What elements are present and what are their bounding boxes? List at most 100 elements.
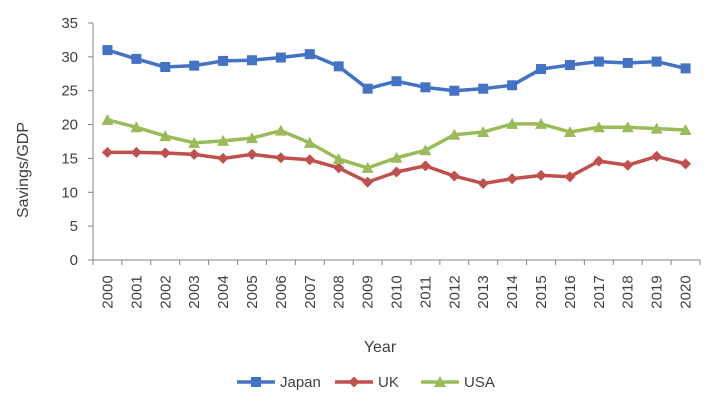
data-point-uk	[333, 162, 345, 174]
data-point-uk	[535, 169, 547, 181]
x-tick-label: 2004	[215, 275, 232, 308]
data-point-uk	[622, 159, 634, 171]
data-point-usa	[592, 121, 605, 133]
data-point-usa	[390, 151, 403, 163]
x-tick-label: 2015	[533, 275, 550, 308]
data-point-uk	[217, 152, 229, 164]
y-tick-label: 10	[61, 184, 78, 201]
data-point-uk	[159, 147, 171, 159]
data-point-japan	[507, 80, 518, 91]
y-tick-label: 0	[70, 252, 78, 269]
data-point-japan	[131, 53, 142, 64]
data-point-japan	[189, 60, 200, 71]
series-layer	[101, 45, 692, 189]
data-point-uk	[477, 177, 489, 189]
axes: 0 5 10 15 20 25 30 35 2000 2001 2002 2003 2004 2005 20…	[61, 15, 701, 309]
data-point-usa	[159, 130, 172, 142]
data-point-usa	[217, 134, 230, 146]
series-uk	[101, 146, 692, 189]
data-point-usa	[477, 126, 490, 138]
data-point-uk	[506, 173, 518, 185]
legend-item-japan: Japan	[237, 374, 321, 391]
data-point-uk	[680, 158, 692, 170]
data-point-japan	[478, 83, 489, 94]
data-point-japan	[593, 56, 604, 67]
x-tick-label: 2000	[99, 275, 116, 308]
y-tick-label: 25	[61, 83, 78, 100]
data-point-usa	[650, 122, 663, 134]
x-tick-label: 2012	[446, 275, 463, 308]
data-point-japan	[651, 56, 662, 67]
x-tick-label: 2016	[562, 275, 579, 308]
x-tick-label: 2013	[475, 275, 492, 308]
data-point-usa	[506, 117, 519, 129]
data-point-usa	[303, 136, 316, 148]
data-point-uk	[101, 146, 113, 158]
data-point-japan	[680, 63, 691, 74]
legend-swatch-marker	[251, 377, 261, 387]
data-point-japan	[275, 52, 286, 63]
data-point-usa	[448, 128, 461, 140]
data-point-usa	[535, 117, 548, 129]
x-tick-label: 2006	[273, 275, 290, 308]
data-point-usa	[361, 161, 374, 173]
data-point-japan	[160, 62, 171, 73]
legend-item-uk: UK	[335, 374, 399, 391]
data-point-uk	[246, 148, 258, 160]
legend-label: Japan	[280, 374, 321, 391]
data-point-japan	[304, 49, 315, 60]
x-tick-label: 2014	[504, 275, 521, 308]
data-point-usa	[274, 124, 287, 136]
data-point-uk	[275, 152, 287, 164]
data-point-japan	[391, 76, 402, 87]
data-point-usa	[245, 132, 258, 144]
data-point-uk	[362, 176, 374, 188]
x-tick-label: 2009	[360, 275, 377, 308]
data-point-uk	[448, 170, 460, 182]
data-point-uk	[130, 146, 142, 158]
data-point-uk	[419, 160, 431, 172]
data-point-japan	[564, 59, 575, 70]
data-point-uk	[304, 154, 316, 166]
data-point-usa	[621, 121, 634, 133]
x-tick-label: 2001	[128, 275, 145, 308]
data-point-usa	[679, 123, 692, 135]
legend: Japan UK USA	[237, 374, 495, 391]
y-tick-label: 5	[70, 218, 78, 235]
data-point-usa	[419, 144, 432, 156]
legend-label: UK	[378, 374, 399, 391]
x-tick-label: 2008	[331, 275, 348, 308]
x-tick-label: 2010	[389, 275, 406, 308]
data-point-usa	[563, 126, 576, 138]
x-tick-label: 2020	[678, 275, 695, 308]
data-point-uk	[593, 155, 605, 167]
data-point-uk	[651, 150, 663, 162]
data-point-japan	[362, 83, 373, 94]
x-tick-label: 2005	[244, 275, 261, 308]
y-tick-label: 30	[61, 49, 78, 66]
y-tick-label: 15	[61, 150, 78, 167]
x-tick-label: 2018	[620, 275, 637, 308]
series-japan	[102, 45, 691, 96]
x-tick-label: 2017	[591, 275, 608, 308]
series-usa	[101, 113, 692, 173]
x-tick-label: 2007	[302, 275, 319, 308]
data-point-uk	[188, 148, 200, 160]
x-tick-label: 2011	[417, 276, 434, 308]
legend-label: USA	[464, 374, 495, 391]
data-point-japan	[218, 55, 229, 66]
data-point-japan	[246, 55, 257, 66]
y-tick-label: 35	[61, 15, 78, 32]
data-point-japan	[420, 82, 431, 93]
legend-swatch-marker	[434, 376, 446, 387]
data-point-uk	[391, 166, 402, 178]
data-point-japan	[449, 85, 460, 96]
legend-swatch-marker	[348, 376, 360, 388]
legend-item-usa: USA	[421, 374, 495, 391]
data-point-japan	[333, 61, 344, 72]
data-point-usa	[130, 121, 143, 133]
data-point-usa	[188, 136, 201, 148]
data-point-uk	[564, 171, 576, 183]
